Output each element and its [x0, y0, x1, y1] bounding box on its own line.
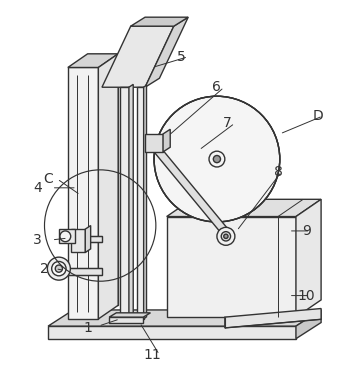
- Text: 3: 3: [33, 233, 42, 247]
- Polygon shape: [68, 54, 118, 67]
- Polygon shape: [163, 129, 170, 152]
- Text: 4: 4: [33, 181, 42, 195]
- Circle shape: [221, 232, 231, 241]
- Text: 1: 1: [83, 321, 92, 335]
- Polygon shape: [68, 236, 102, 243]
- Polygon shape: [102, 26, 174, 87]
- Text: 5: 5: [177, 50, 185, 64]
- Text: 7: 7: [223, 116, 232, 130]
- Polygon shape: [155, 147, 229, 235]
- Polygon shape: [48, 310, 321, 326]
- Polygon shape: [120, 87, 129, 319]
- Polygon shape: [296, 310, 321, 339]
- Text: 11: 11: [143, 348, 161, 362]
- Polygon shape: [71, 229, 85, 252]
- Circle shape: [213, 156, 220, 163]
- Circle shape: [55, 265, 63, 272]
- Text: 10: 10: [298, 289, 316, 303]
- Circle shape: [52, 261, 66, 276]
- Polygon shape: [68, 67, 98, 319]
- Polygon shape: [131, 17, 188, 26]
- Polygon shape: [155, 146, 163, 152]
- Polygon shape: [88, 54, 118, 305]
- Text: 9: 9: [302, 224, 311, 238]
- Polygon shape: [167, 216, 296, 317]
- Polygon shape: [167, 199, 321, 216]
- Circle shape: [47, 257, 70, 280]
- Text: 8: 8: [274, 165, 282, 179]
- Circle shape: [60, 231, 71, 242]
- Polygon shape: [59, 229, 75, 243]
- Polygon shape: [296, 199, 321, 317]
- Polygon shape: [48, 326, 296, 339]
- Circle shape: [217, 227, 235, 245]
- Text: D: D: [312, 109, 323, 123]
- Text: 2: 2: [40, 262, 49, 276]
- Polygon shape: [137, 87, 144, 319]
- Circle shape: [224, 234, 228, 238]
- Text: C: C: [43, 172, 53, 186]
- Polygon shape: [109, 317, 143, 323]
- Polygon shape: [98, 54, 118, 319]
- Polygon shape: [85, 225, 90, 252]
- Circle shape: [154, 96, 280, 222]
- Polygon shape: [144, 85, 147, 319]
- Polygon shape: [225, 308, 321, 328]
- Polygon shape: [109, 313, 151, 317]
- Polygon shape: [145, 134, 163, 152]
- Text: 6: 6: [212, 80, 221, 94]
- Polygon shape: [129, 84, 133, 319]
- Polygon shape: [145, 17, 188, 87]
- Polygon shape: [68, 268, 102, 275]
